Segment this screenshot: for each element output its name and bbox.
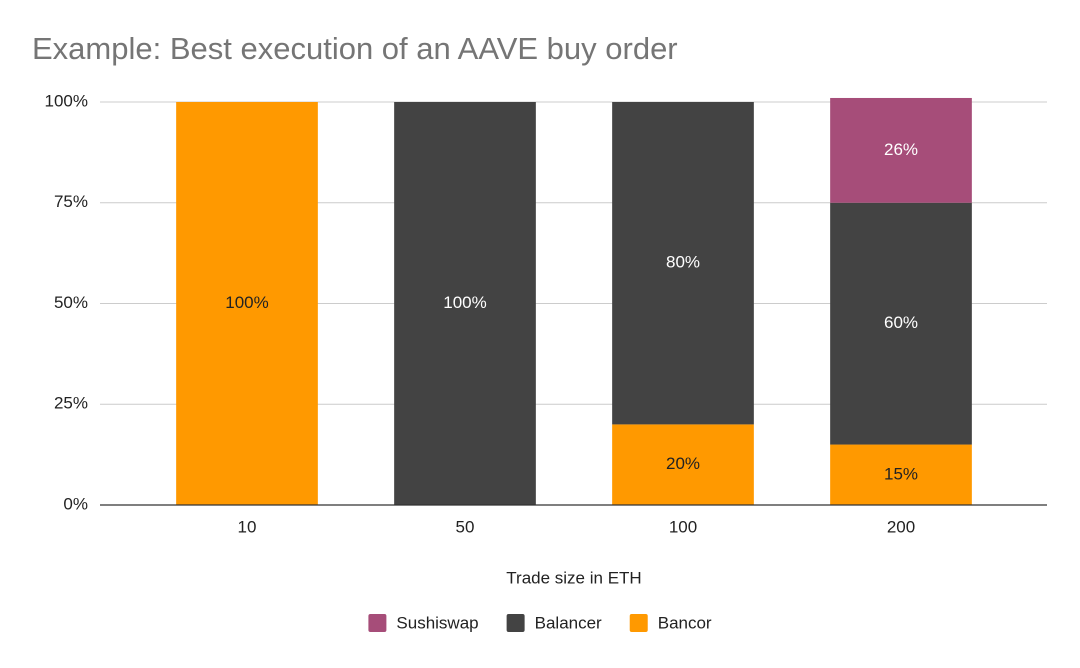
y-tick-label: 25%: [54, 394, 88, 413]
legend-label: Bancor: [658, 613, 712, 632]
x-tick-label: 10: [238, 517, 257, 536]
data-label: 100%: [443, 293, 486, 312]
data-label: 26%: [884, 140, 918, 159]
bar-segment: [176, 102, 318, 505]
chart-title: Example: Best execution of an AAVE buy o…: [32, 31, 678, 66]
x-tick-label: 200: [887, 517, 915, 536]
data-label: 15%: [884, 464, 918, 483]
x-axis-label: Trade size in ETH: [506, 568, 641, 587]
data-label: 60%: [884, 313, 918, 332]
legend-swatch: [629, 614, 648, 632]
data-label: 80%: [666, 253, 700, 272]
y-tick-label: 75%: [54, 192, 88, 211]
bar-segment: [612, 424, 754, 505]
bar-segment: [612, 102, 754, 425]
legend-label: Sushiswap: [396, 613, 478, 632]
y-tick-label: 0%: [63, 494, 88, 513]
bar-segment: [830, 97, 972, 203]
bar-segment: [830, 202, 972, 445]
legend-label: Balancer: [535, 613, 602, 632]
legend: Sushiswap Balancer Bancor: [368, 613, 712, 632]
legend-swatch: [506, 614, 525, 632]
y-tick-label: 100%: [45, 91, 88, 110]
bar-segment: [394, 102, 536, 505]
x-tick-label: 100: [669, 517, 697, 536]
y-tick-label: 50%: [54, 293, 88, 312]
data-label: 20%: [666, 454, 700, 473]
legend-swatch: [368, 614, 387, 632]
x-tick-label: 50: [456, 517, 475, 536]
bar-segment: [830, 444, 972, 505]
data-label: 100%: [225, 293, 268, 312]
